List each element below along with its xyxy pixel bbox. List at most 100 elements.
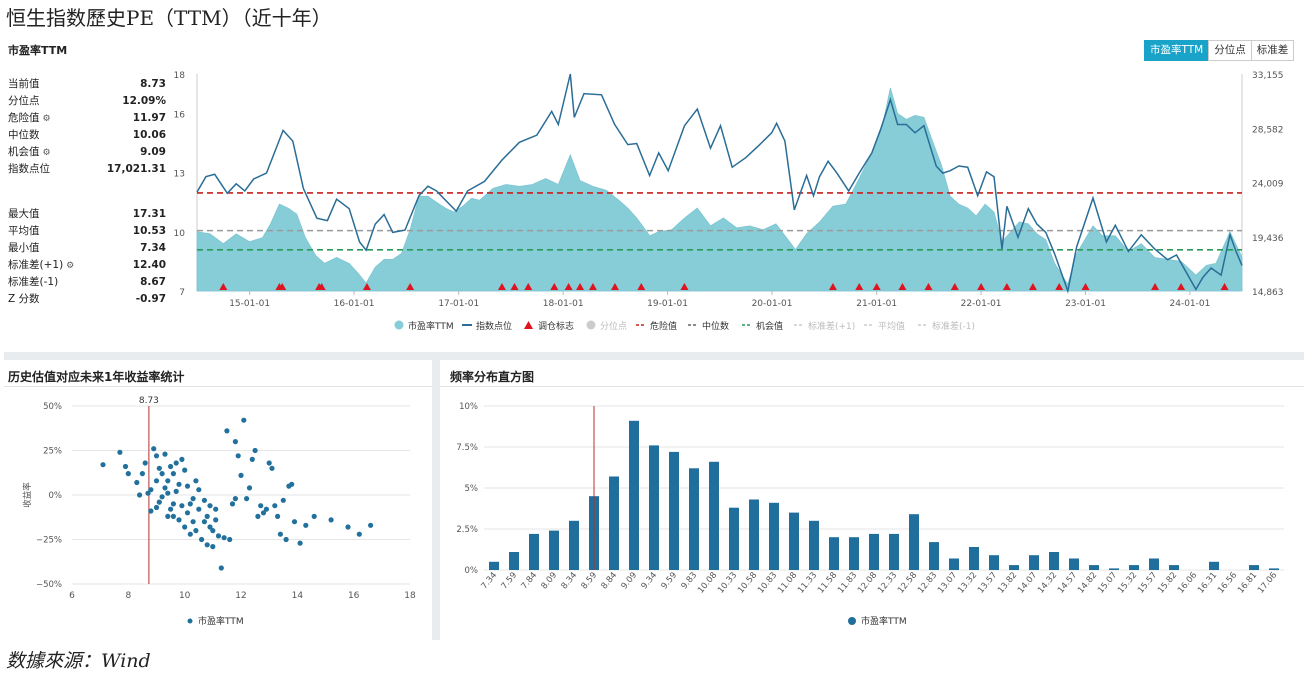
valuation-return-scatter: 50% 25% 0% −25% −50% 6 8 10 12 14 16 18 收益率 8.73 市盈率TT…	[22, 396, 416, 627]
scatter-point	[179, 503, 185, 509]
scatter-point	[165, 478, 171, 484]
x-tick-label: 16.31	[1196, 571, 1219, 596]
x-tick-label: 8.59	[579, 571, 599, 592]
gear-icon[interactable]: ⚙	[42, 114, 51, 124]
scatter-point	[193, 478, 199, 484]
scatter-point	[227, 536, 233, 543]
scatter-point	[210, 528, 216, 534]
histogram-bar	[989, 555, 999, 570]
gear-icon[interactable]: ⚙	[42, 148, 51, 158]
scatter-point	[168, 463, 174, 470]
scatter-point	[215, 533, 222, 539]
scatter-point	[153, 453, 160, 459]
histogram-bar	[1149, 558, 1159, 570]
x-tick-label: 15.82	[1156, 571, 1179, 596]
rebalance-marker	[362, 283, 371, 290]
scatter-point	[291, 519, 298, 525]
tab-percentile[interactable]: 分位点	[1208, 40, 1252, 61]
scatter-point	[207, 503, 213, 509]
histogram-bar	[869, 533, 879, 570]
y2-tick-label: 33,155	[1252, 71, 1284, 81]
legend-label: 平均值	[878, 320, 905, 332]
scatter-point	[100, 462, 106, 468]
scatter-point	[182, 524, 188, 530]
scatter-point	[232, 439, 238, 445]
scatter-point	[218, 565, 224, 571]
rebalance-marker	[924, 283, 933, 290]
legend-label: 分位点	[600, 320, 627, 332]
x-tick-label: 15-01-01	[229, 299, 270, 309]
histogram-bar	[1029, 555, 1039, 570]
histogram-title-rule	[440, 386, 1304, 387]
x-tick-label: 7.59	[499, 571, 519, 592]
stat-label: 机会值 ⚙	[8, 144, 51, 161]
rebalance-marker	[406, 283, 415, 290]
histogram-bar	[1009, 565, 1019, 570]
scatter-point	[148, 487, 154, 493]
histogram-bar	[849, 537, 859, 570]
rebalance-marker	[1177, 283, 1186, 290]
legend-label: 市盈率TTM	[408, 320, 454, 332]
x-tick-label: 14.57	[1056, 571, 1079, 596]
scatter-point	[156, 499, 162, 505]
scatter-point	[258, 503, 264, 509]
x-tick-label: 14	[292, 591, 304, 601]
x-tick-label: 18	[404, 591, 416, 601]
x-tick-label: 16.81	[1236, 571, 1259, 596]
scatter-point	[263, 506, 269, 512]
tab-pe-ttm[interactable]: 市盈率TTM	[1144, 40, 1210, 61]
x-tick-label: 16.56	[1216, 571, 1239, 596]
scatter-point	[260, 510, 267, 516]
scatter-point	[187, 501, 193, 507]
legend-label: 市盈率TTM	[198, 615, 244, 627]
histogram-bar	[1209, 561, 1219, 570]
x-tick-label: 14.82	[1076, 571, 1099, 596]
scatter-point	[221, 535, 227, 541]
scatter-point	[345, 524, 351, 530]
stat-row: 标准差(+1) ⚙ 12.40	[8, 257, 166, 274]
x-tick-label: 14.32	[1036, 571, 1059, 596]
y-tick-label: 16	[174, 110, 186, 120]
stat-value: 9.09	[140, 146, 166, 158]
x-tick-label: 7.34	[479, 571, 499, 592]
rebalance-marker	[278, 283, 287, 290]
stat-value: 10.53	[132, 225, 166, 237]
legend-label: 机会值	[756, 320, 783, 332]
tab-std-dev[interactable]: 标准差	[1250, 40, 1295, 61]
rebalance-marker	[1151, 283, 1160, 290]
x-tick-label: 8.84	[599, 571, 619, 592]
scatter-point	[232, 496, 238, 502]
histogram-bar	[729, 507, 739, 570]
scatter-point	[122, 463, 129, 470]
y2-tick-label: 19,436	[1252, 234, 1284, 244]
panel-gutter	[432, 360, 440, 640]
pe-history-chart: 7 10 13 16 18 14,863 19,436 24,009 28,582 33,155 1…	[174, 71, 1284, 332]
scatter-point	[179, 456, 185, 462]
scatter-point	[187, 531, 193, 537]
x-tick-label: 10.33	[716, 571, 739, 596]
y-axis-label: 收益率	[22, 482, 33, 508]
x-tick-label: 11.58	[816, 571, 839, 596]
scatter-point	[139, 471, 145, 477]
rebalance-marker	[576, 283, 585, 290]
histogram-bar	[489, 561, 499, 570]
scatter-point	[297, 540, 303, 546]
stat-row: 中位数 10.06	[8, 127, 166, 144]
legend-label: 市盈率TTM	[861, 615, 907, 627]
scatter-point	[275, 513, 281, 519]
scatter-point	[145, 490, 151, 496]
stat-value: 10.06	[132, 129, 166, 141]
stat-row: 标准差(-1) 8.67	[8, 274, 166, 291]
x-tick-label: 15.32	[1116, 571, 1139, 596]
scatter-point	[269, 465, 275, 471]
scatter-point	[196, 487, 202, 493]
pe-frequency-histogram: 0% 2.5% 5% 7.5% 10% 7.34 7.59 7.84 8.09 8.34 8.59 8…	[456, 402, 1284, 627]
gear-icon[interactable]: ⚙	[66, 261, 75, 271]
scatter-point	[125, 471, 131, 477]
stat-row: 当前值 8.73	[8, 76, 166, 93]
scatter-point	[184, 483, 191, 489]
histogram-panel-title: 频率分布直方图	[450, 370, 535, 384]
y-tick-label: −25%	[36, 536, 62, 546]
scatter-point	[213, 506, 219, 512]
histogram-bar	[689, 468, 699, 570]
